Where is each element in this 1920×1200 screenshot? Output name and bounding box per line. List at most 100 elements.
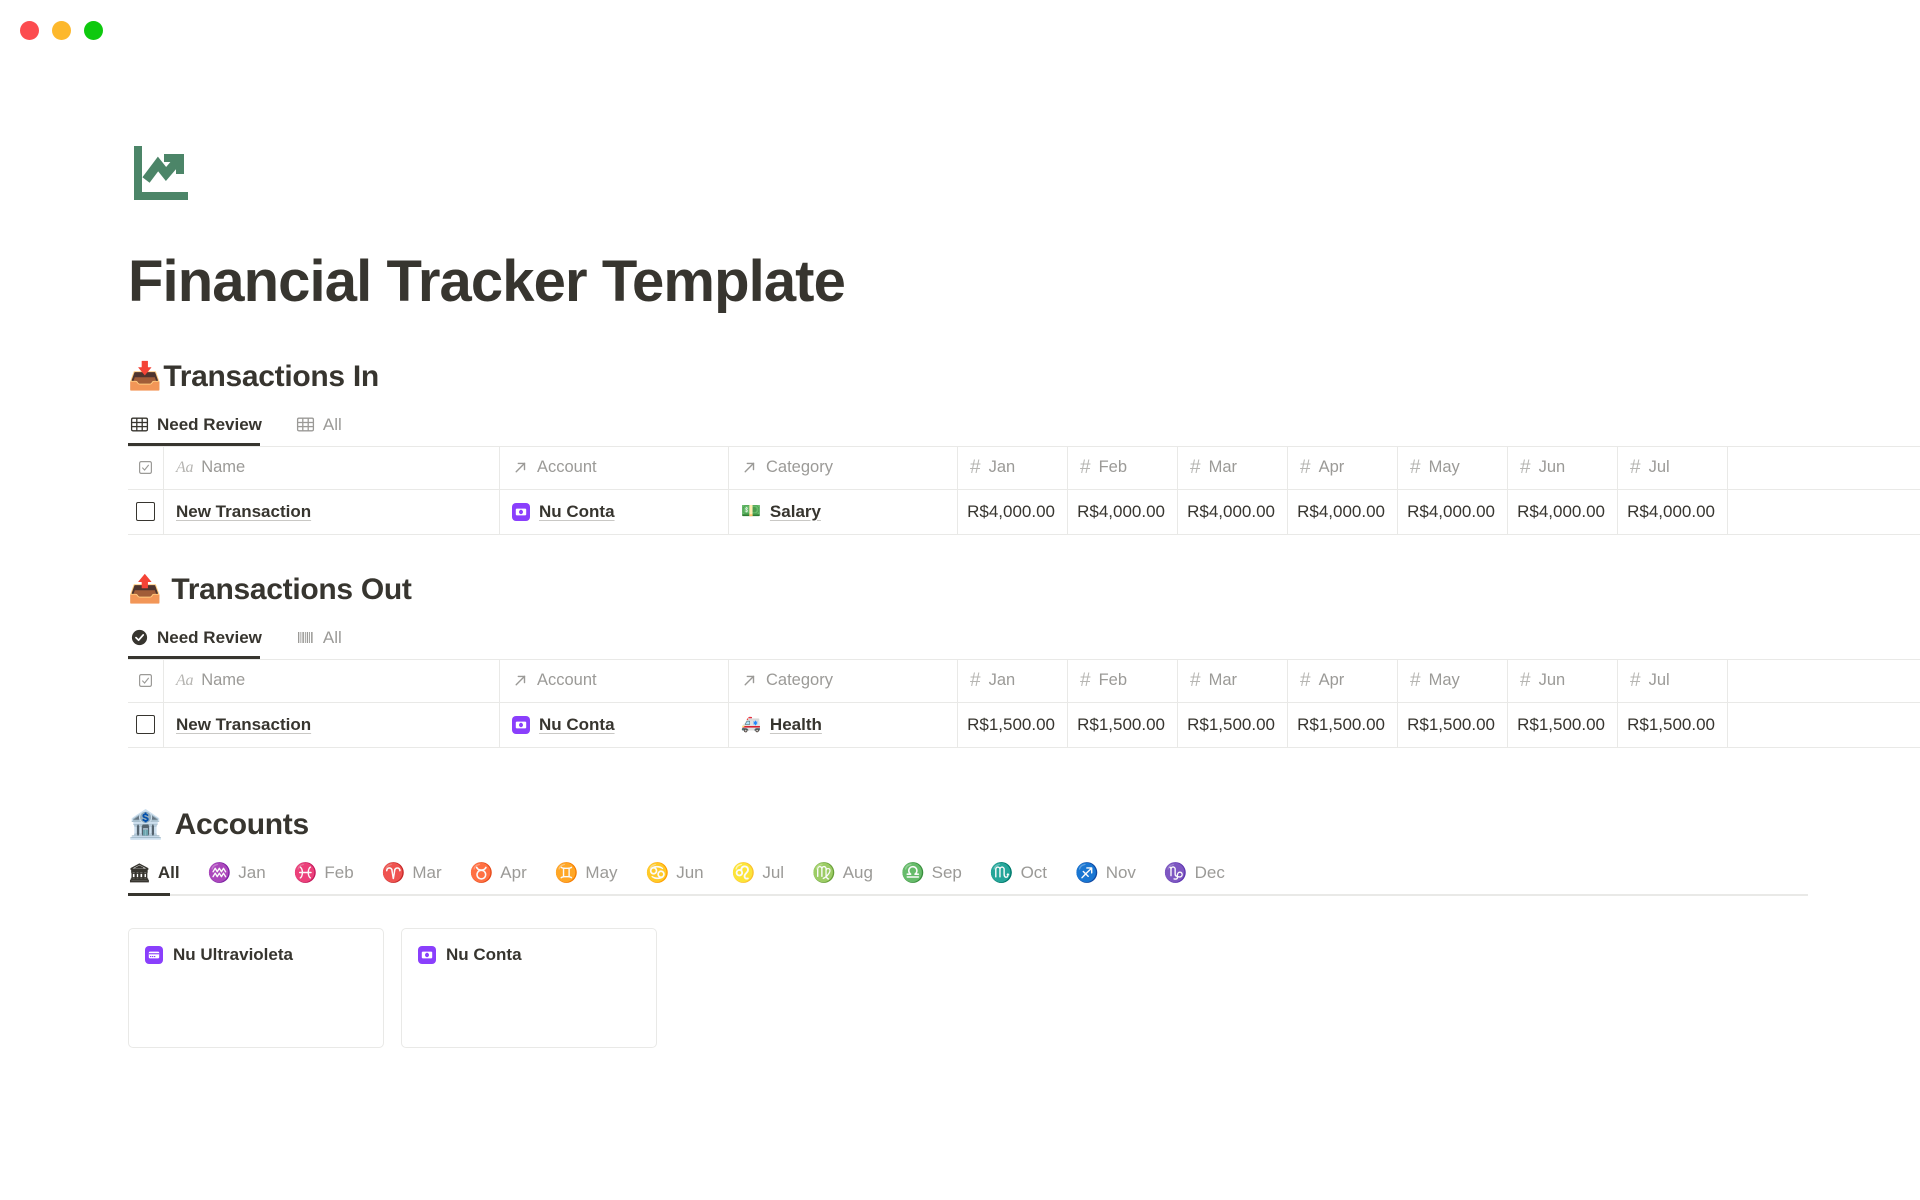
column-header-jul[interactable]: # Jul [1618, 659, 1728, 702]
page-scroll-container[interactable]: Financial Tracker Template 📥 Transaction… [0, 62, 1920, 1200]
close-window-button[interactable] [20, 21, 39, 40]
cell-mar[interactable]: R$1,500.00 [1178, 702, 1288, 747]
row-checkbox[interactable] [136, 715, 155, 735]
cell-value: R$4,000.00 [1297, 501, 1385, 521]
table-icon [296, 415, 315, 434]
column-header-jun[interactable]: # Jun [1508, 446, 1618, 489]
tab-all-out[interactable]: All [294, 625, 352, 659]
cell-value: R$1,500.00 [1187, 714, 1275, 734]
column-header-category[interactable]: Category [729, 659, 958, 702]
cell-category[interactable]: 💵 Salary [729, 489, 958, 534]
traffic-lights [20, 21, 103, 40]
month-tab-jun[interactable]: ♋ Jun [646, 860, 704, 896]
month-tab-nov[interactable]: ♐ Nov [1075, 860, 1136, 896]
column-header-jul[interactable]: # Jul [1618, 446, 1728, 489]
column-header-checkbox[interactable] [128, 659, 164, 702]
cell-account[interactable]: Nu Conta [500, 702, 729, 747]
chart-increasing-icon[interactable] [128, 142, 192, 206]
number-icon: # [1520, 456, 1531, 478]
column-header-mar[interactable]: # Mar [1178, 446, 1288, 489]
column-header-feb[interactable]: # Feb [1068, 659, 1178, 702]
section-heading-transactions-in[interactable]: 📥 Transactions In [128, 360, 1920, 394]
column-header-apr[interactable]: # Apr [1288, 446, 1398, 489]
row-title-link[interactable]: New Transaction [176, 714, 312, 734]
tab-all-in[interactable]: All [294, 412, 352, 446]
category-link[interactable]: Health [769, 714, 822, 734]
tab-need-review-out[interactable]: Need Review [128, 625, 272, 659]
month-tab-aug[interactable]: ♍ Aug [812, 860, 873, 896]
maximize-window-button[interactable] [84, 21, 103, 40]
month-tab-all[interactable]: 🏛 All [128, 860, 180, 896]
month-tab-sep[interactable]: ♎ Sep [901, 860, 962, 896]
row-checkbox-cell[interactable] [128, 489, 164, 534]
month-tab-jan[interactable]: ♒ Jan [208, 860, 266, 896]
minimize-window-button[interactable] [52, 21, 71, 40]
column-header-jan[interactable]: # Jan [958, 446, 1068, 489]
tab-need-review-in[interactable]: Need Review [128, 412, 272, 446]
cell-account[interactable]: Nu Conta [500, 489, 729, 534]
scorpio-icon: ♏ [989, 862, 1014, 884]
cell-may[interactable]: R$4,000.00 [1398, 489, 1508, 534]
barcode-icon [296, 628, 315, 647]
column-header-label: Jan [988, 671, 1016, 690]
section-heading-transactions-out[interactable]: 📤 Transactions Out [128, 573, 1920, 607]
column-header-label: Jan [988, 458, 1016, 477]
row-checkbox[interactable] [136, 502, 155, 522]
column-header-name[interactable]: Aa Name [164, 659, 500, 702]
month-tab-label: Sep [931, 863, 962, 883]
column-header-checkbox[interactable] [128, 446, 164, 489]
column-header-name[interactable]: Aa Name [164, 446, 500, 489]
account-link[interactable]: Nu Conta [539, 501, 615, 521]
account-card-nu-ultravioleta[interactable]: Nu Ultravioleta [128, 927, 384, 1048]
category-link[interactable]: Salary [769, 501, 821, 521]
column-header-jan[interactable]: # Jan [958, 659, 1068, 702]
column-header-mar[interactable]: # Mar [1178, 659, 1288, 702]
column-header-jun[interactable]: # Jun [1508, 659, 1618, 702]
cell-feb[interactable]: R$1,500.00 [1068, 702, 1178, 747]
month-tab-dec[interactable]: ♑ Dec [1164, 860, 1225, 896]
column-header-category[interactable]: Category [729, 446, 958, 489]
cell-name[interactable]: New Transaction [164, 702, 500, 747]
cell-value: R$4,000.00 [1077, 501, 1165, 521]
account-link[interactable]: Nu Conta [539, 714, 615, 734]
cell-mar[interactable]: R$4,000.00 [1178, 489, 1288, 534]
table-row[interactable]: New Transaction Nu Conta 💵 Salary R$4,00… [128, 489, 1920, 535]
cell-feb[interactable]: R$4,000.00 [1068, 489, 1178, 534]
cell-apr[interactable]: R$1,500.00 [1288, 702, 1398, 747]
cell-jun[interactable]: R$1,500.00 [1508, 702, 1618, 747]
column-header-apr[interactable]: # Apr [1288, 659, 1398, 702]
cell-name[interactable]: New Transaction [164, 489, 500, 534]
cancer-icon: ♋ [645, 862, 670, 884]
month-tab-apr[interactable]: ♉ Apr [470, 860, 527, 896]
month-tab-label: Aug [842, 863, 873, 883]
cell-jan[interactable]: R$1,500.00 [958, 702, 1068, 747]
cell-jul[interactable]: R$1,500.00 [1618, 702, 1728, 747]
title-icon: Aa [176, 458, 194, 476]
page-content: Financial Tracker Template 📥 Transaction… [128, 62, 1920, 1048]
column-header-account[interactable]: Account [500, 659, 729, 702]
month-tab-oct[interactable]: ♏ Oct [990, 860, 1047, 896]
row-checkbox-cell[interactable] [128, 702, 164, 747]
month-tab-jul[interactable]: ♌ Jul [732, 860, 784, 896]
section-heading-accounts[interactable]: 🏦 Accounts [128, 808, 1920, 842]
cell-apr[interactable]: R$4,000.00 [1288, 489, 1398, 534]
account-card-nu-conta[interactable]: Nu Conta [401, 927, 657, 1048]
month-tab-feb[interactable]: ♓ Feb [294, 860, 354, 896]
cell-may[interactable]: R$1,500.00 [1398, 702, 1508, 747]
cell-jan[interactable]: R$4,000.00 [958, 489, 1068, 534]
column-header-may[interactable]: # May [1398, 659, 1508, 702]
leo-icon: ♌ [731, 862, 756, 884]
column-header-may[interactable]: # May [1398, 446, 1508, 489]
libra-icon: ♎ [900, 862, 925, 884]
column-header-account[interactable]: Account [500, 446, 729, 489]
table-row[interactable]: New Transaction Nu Conta 🚑 Health R$1,50… [128, 702, 1920, 748]
cell-category[interactable]: 🚑 Health [729, 702, 958, 747]
page-title[interactable]: Financial Tracker Template [128, 249, 846, 314]
cell-jul[interactable]: R$4,000.00 [1618, 489, 1728, 534]
row-title-link[interactable]: New Transaction [176, 501, 312, 521]
column-header-feb[interactable]: # Feb [1068, 446, 1178, 489]
month-tab-may[interactable]: ♊ May [555, 860, 618, 896]
cell-jun[interactable]: R$4,000.00 [1508, 489, 1618, 534]
tab-label: All [322, 414, 342, 434]
month-tab-mar[interactable]: ♈ Mar [382, 860, 442, 896]
